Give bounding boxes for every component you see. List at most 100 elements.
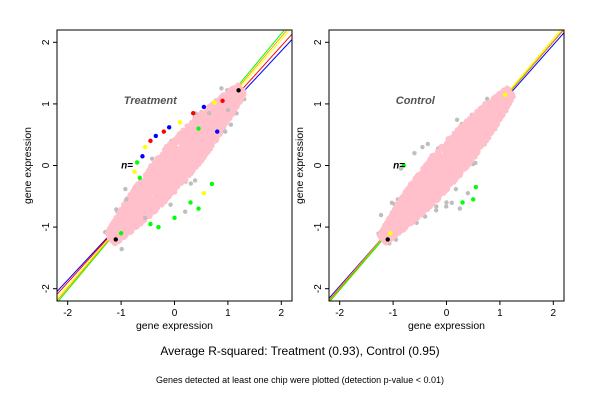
outlier-point	[182, 209, 188, 214]
halo-point	[228, 122, 234, 127]
outlier-point	[148, 138, 153, 144]
outlier-point	[215, 129, 220, 134]
cloud-point	[187, 130, 193, 136]
cloud-point	[104, 230, 111, 237]
cloud-point	[485, 119, 491, 126]
cloud-point	[417, 172, 424, 178]
cloud-point	[206, 138, 212, 144]
halo-point	[149, 156, 155, 161]
cloud-point	[441, 145, 447, 151]
y-tick-label: -2	[41, 284, 52, 293]
cloud-point	[502, 108, 508, 114]
outlier-point	[153, 133, 159, 139]
cloud-point	[159, 171, 165, 177]
cloud-point	[154, 163, 160, 170]
cloud-point	[130, 200, 136, 206]
cloud-point	[148, 163, 154, 169]
cloud-point	[474, 136, 480, 142]
outlier-point	[177, 120, 183, 125]
cloud-point	[143, 191, 149, 197]
cloud-point	[160, 199, 167, 205]
cloud-point	[148, 201, 155, 207]
cloud-point	[121, 215, 127, 221]
cloud-point	[403, 205, 409, 211]
pink-cloud-points	[104, 82, 247, 247]
cloud-point	[186, 160, 192, 166]
cloud-point	[171, 167, 178, 173]
cloud-point	[166, 154, 172, 160]
halo-point	[454, 117, 460, 123]
cloud-point	[402, 189, 408, 195]
cloud-point	[173, 185, 179, 191]
cloud-point	[125, 222, 131, 228]
cloud-point	[151, 174, 157, 180]
cloud-point	[125, 230, 131, 236]
outlier-point	[209, 181, 215, 187]
cloud-point	[430, 177, 437, 183]
cloud-point	[186, 145, 192, 151]
cloud-point	[462, 162, 468, 168]
cloud-point	[457, 154, 464, 160]
cloud-point	[155, 191, 161, 197]
cloud-point	[131, 219, 138, 225]
cloud-point	[181, 154, 187, 160]
cloud-point	[397, 206, 404, 212]
cloud-point	[458, 169, 464, 176]
outlier-point	[142, 215, 148, 221]
cloud-point	[495, 98, 502, 104]
cloud-point	[500, 100, 506, 107]
cloud-point	[205, 149, 211, 155]
cloud-point	[141, 199, 147, 206]
x-axis-label: gene expression	[136, 320, 213, 332]
cloud-point	[477, 131, 483, 138]
cloud-point	[483, 132, 489, 138]
cloud-point	[137, 203, 143, 209]
cloud-point	[187, 124, 194, 130]
outlier-point	[132, 169, 137, 174]
cloud-point	[169, 188, 175, 194]
cloud-point	[137, 194, 144, 200]
cloud-point	[460, 137, 466, 143]
cloud-point	[395, 219, 402, 225]
halo-point	[192, 178, 198, 183]
outlier-point	[140, 154, 145, 159]
cloud-point	[454, 159, 460, 166]
cloud-point	[158, 154, 164, 160]
cloud-point	[452, 170, 459, 176]
pink-cloud-points	[376, 85, 516, 246]
halo-point	[453, 186, 459, 192]
cloud-point	[432, 154, 438, 161]
outlier-point	[166, 125, 172, 130]
cloud-point	[443, 174, 449, 180]
cloud-point	[388, 218, 394, 224]
cloud-point	[174, 146, 181, 152]
cloud-point	[454, 175, 460, 181]
x-tick-label: -1	[117, 308, 126, 319]
cloud-point	[427, 184, 433, 190]
cloud-point	[432, 172, 439, 178]
outlier-point	[225, 107, 231, 113]
cloud-point	[409, 216, 415, 222]
cloud-point	[210, 138, 217, 144]
cloud-point	[201, 121, 207, 127]
halo-point	[123, 186, 128, 192]
cloud-point	[165, 194, 171, 200]
cloud-point	[464, 123, 470, 129]
cloud-point	[441, 167, 447, 173]
halo-point	[473, 160, 478, 166]
outlier-point	[142, 144, 148, 150]
cloud-point	[472, 115, 478, 121]
cloud-point	[118, 212, 124, 218]
y-tick-label: 1	[41, 101, 52, 107]
cloud-point	[161, 184, 167, 190]
cloud-point	[424, 180, 430, 186]
cloud-point	[466, 117, 472, 123]
cloud-point	[411, 180, 417, 186]
cloud-point	[230, 97, 236, 103]
outlier-point	[236, 88, 241, 93]
cloud-point	[196, 118, 202, 124]
cloud-point	[165, 165, 171, 172]
